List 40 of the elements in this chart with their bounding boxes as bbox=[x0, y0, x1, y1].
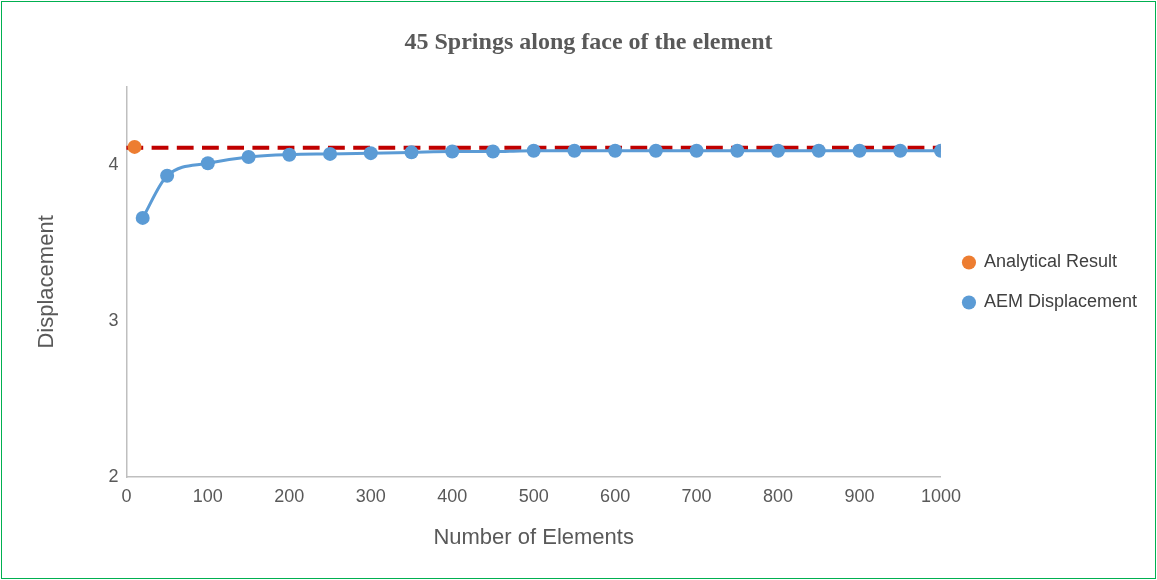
point bbox=[241, 150, 256, 165]
point bbox=[526, 143, 541, 158]
point bbox=[127, 139, 142, 154]
y-tick-label: 2 bbox=[108, 465, 119, 486]
x-tick-label: 100 bbox=[192, 485, 223, 506]
x-tick-label: 200 bbox=[274, 485, 305, 506]
point bbox=[852, 143, 867, 158]
x-tick-label: 800 bbox=[763, 485, 794, 506]
chart-title: 45 Springs along face of the element bbox=[404, 27, 773, 54]
point bbox=[200, 156, 215, 171]
point bbox=[771, 143, 786, 158]
point bbox=[363, 146, 378, 161]
point bbox=[811, 143, 826, 158]
y-tick-label: 3 bbox=[108, 309, 119, 330]
x-axis-title: Number of Elements bbox=[433, 523, 634, 549]
point bbox=[893, 143, 908, 158]
y-axis-title: Displacement bbox=[33, 215, 59, 349]
x-tick-label: 1000 bbox=[920, 485, 961, 506]
point bbox=[567, 143, 582, 158]
x-tick-label: 300 bbox=[355, 485, 386, 506]
point bbox=[404, 145, 419, 160]
x-tick-label: 600 bbox=[600, 485, 631, 506]
point bbox=[445, 144, 460, 159]
x-tick-label: 400 bbox=[437, 485, 468, 506]
x-tick-label: 0 bbox=[121, 485, 132, 506]
point bbox=[485, 144, 500, 159]
point bbox=[730, 143, 745, 158]
legend-label: Analytical Result bbox=[983, 251, 1118, 272]
x-tick-label: 700 bbox=[681, 485, 712, 506]
x-tick-label: 500 bbox=[518, 485, 549, 506]
y-tick-label: 4 bbox=[108, 153, 119, 174]
point bbox=[608, 143, 623, 158]
point bbox=[282, 147, 297, 162]
point bbox=[689, 143, 704, 158]
point bbox=[323, 146, 338, 161]
x-tick-label: 900 bbox=[844, 485, 875, 506]
point bbox=[160, 168, 175, 183]
point bbox=[648, 143, 663, 158]
point bbox=[135, 210, 150, 225]
legend-label: AEM Displacement bbox=[983, 291, 1138, 312]
